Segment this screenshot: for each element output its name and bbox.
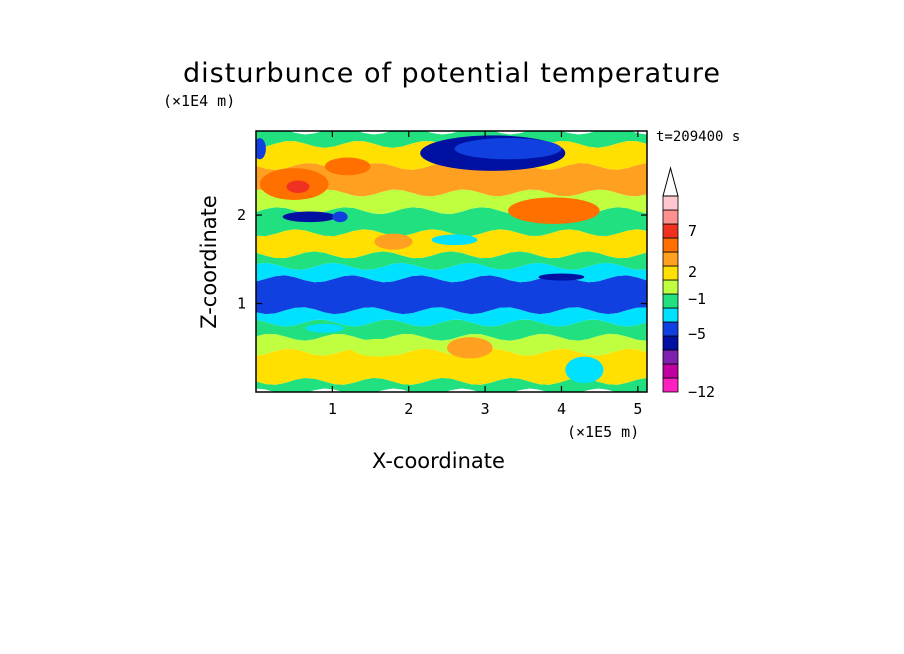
contour-feature (286, 180, 310, 193)
contour-feature (454, 138, 562, 160)
contour-band (256, 319, 647, 341)
y-axis-unit: (×1E4 m) (163, 92, 236, 110)
colorbar-level (662, 377, 679, 393)
contour-feature (431, 234, 478, 246)
contour-feature (351, 338, 405, 357)
contour-field (256, 131, 647, 392)
colorbar: 7 2 −1 −5 −12 (662, 166, 715, 401)
colorbar-level (662, 279, 679, 295)
colorbar-level (662, 349, 679, 365)
colorbar-level (662, 335, 679, 351)
contour-feature (508, 197, 600, 224)
colorbar-level (662, 363, 679, 379)
contour-feature (565, 356, 604, 384)
contour-feature (305, 323, 344, 333)
contour-feature (538, 273, 585, 281)
y-tick-label: 2 (237, 206, 246, 224)
contour-feature (282, 211, 337, 223)
contour-feature (446, 337, 493, 359)
colorbar-label: −1 (688, 290, 706, 308)
colorbar-level (662, 223, 679, 239)
contour-band (256, 251, 647, 270)
colorbar-label: −5 (688, 325, 706, 343)
y-axis-label: Z-coordinate (197, 195, 221, 329)
x-tick-label: 2 (404, 400, 413, 418)
axis-ticks: 1 2 3 4 5 1 2 (237, 131, 647, 418)
colorbar-level (662, 237, 679, 253)
contour-feature (256, 138, 266, 160)
chart-title: disturbunce of potential temperature (183, 58, 721, 89)
colorbar-level (662, 195, 679, 211)
colorbar-extend-arrow (662, 166, 679, 197)
colorbar-level (662, 251, 679, 267)
colorbar-level (662, 209, 679, 225)
plot-frame (255, 130, 648, 393)
x-tick-label: 4 (557, 400, 566, 418)
colorbar-level (662, 321, 679, 337)
contour-band (256, 275, 647, 315)
colorbar-label: −12 (688, 383, 715, 401)
contour-band (256, 348, 647, 385)
time-annotation: t=209400 s (656, 129, 741, 145)
y-tick-label: 1 (237, 295, 246, 313)
x-tick-label: 1 (328, 400, 337, 418)
x-axis-label: X-coordinate (372, 449, 505, 473)
contour-feature (332, 211, 348, 223)
colorbar-label: 7 (688, 222, 697, 240)
contour-feature (374, 233, 413, 250)
colorbar-level (662, 265, 679, 281)
x-axis-unit: (×1E5 m) (567, 423, 640, 441)
x-tick-label: 3 (481, 400, 490, 418)
colorbar-level (662, 307, 679, 323)
contour-band (256, 377, 647, 392)
contour-band (256, 189, 647, 214)
colorbar-level (662, 293, 679, 309)
contour-feature (324, 157, 371, 176)
contour-band (256, 262, 647, 283)
contour-band (256, 307, 647, 327)
x-tick-label: 5 (633, 400, 642, 418)
colorbar-label: 2 (688, 263, 697, 281)
